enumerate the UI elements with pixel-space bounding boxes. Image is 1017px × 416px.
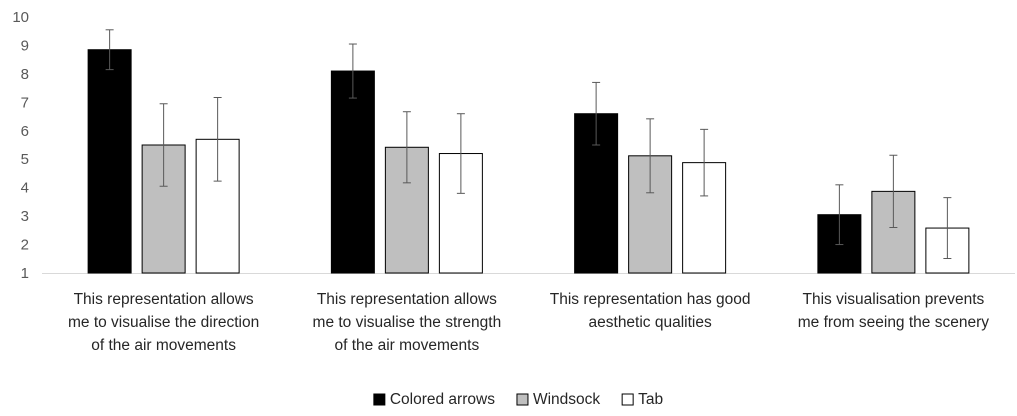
y-tick-label: 6	[21, 123, 29, 140]
bars	[87, 49, 970, 274]
category-label: This visualisation prevents me from seein…	[798, 291, 990, 331]
error-bar	[943, 197, 952, 259]
bar-colored-arrows	[330, 70, 375, 274]
error-bar	[456, 113, 465, 194]
y-axis-ticks: 1 2 3 4 5 6 7 8 9 10	[12, 9, 29, 282]
category-label: This representation allows me to visualis…	[68, 291, 259, 354]
legend-label: Colored arrows	[390, 391, 495, 408]
category-label-line: This representation allows	[317, 291, 497, 308]
error-bar	[592, 81, 601, 146]
error-bar	[889, 154, 898, 228]
error-bar	[105, 29, 114, 71]
legend-swatch	[373, 393, 386, 406]
y-tick-label: 8	[21, 66, 29, 83]
category-label-line: This representation has good	[550, 291, 751, 308]
category-label-line: This representation allows	[74, 291, 254, 308]
category-label-line: This visualisation prevents	[802, 291, 984, 308]
error-bars	[105, 29, 952, 259]
error-bar	[159, 103, 168, 187]
category-label: This representation allows me to visualis…	[313, 291, 502, 354]
error-bar	[700, 128, 709, 197]
y-tick-label: 5	[21, 151, 29, 168]
y-tick-label: 9	[21, 37, 29, 54]
legend-swatch	[621, 393, 634, 406]
y-tick-label: 1	[21, 265, 29, 282]
error-bar	[348, 43, 357, 99]
category-label-line: of the air movements	[335, 337, 480, 354]
bar-colored-arrows	[87, 49, 132, 274]
category-labels: This representation allows me to visualis…	[68, 291, 989, 354]
category-label-line: of the air movements	[91, 337, 236, 354]
error-bar	[402, 111, 411, 184]
y-tick-label: 10	[12, 9, 29, 26]
legend-label: Tab	[638, 391, 663, 408]
category-label: This representation has good aesthetic qu…	[550, 291, 751, 331]
legend-label: Windsock	[533, 391, 600, 408]
legend: Colored arrows Windsock Tab	[373, 391, 663, 408]
error-bar	[835, 184, 844, 246]
legend-swatch	[516, 393, 529, 406]
category-label-line: me to visualise the strength	[313, 314, 502, 331]
y-tick-label: 4	[21, 180, 29, 197]
category-label-line: me to visualise the direction	[68, 314, 259, 331]
category-label-line: aesthetic qualities	[589, 314, 712, 331]
category-label-line: me from seeing the scenery	[798, 314, 990, 331]
y-tick-label: 3	[21, 208, 29, 225]
error-bar	[646, 118, 655, 194]
error-bar	[213, 96, 222, 182]
y-tick-label: 7	[21, 94, 29, 111]
y-tick-label: 2	[21, 237, 29, 254]
